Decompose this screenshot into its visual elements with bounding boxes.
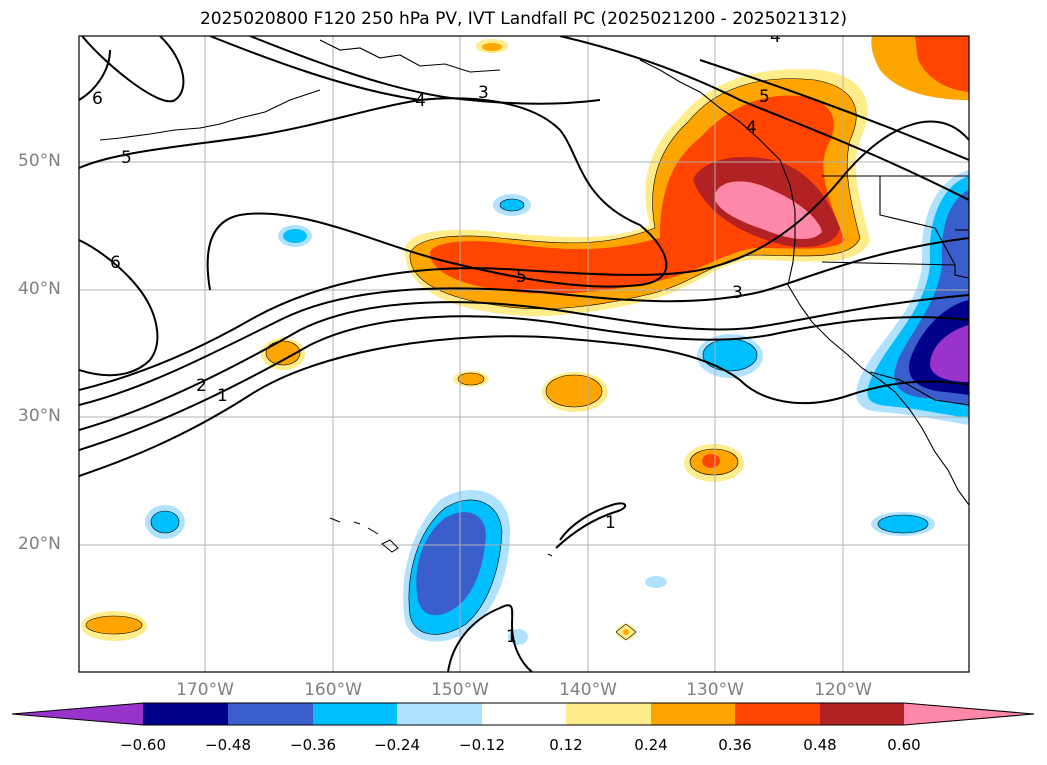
colorbar-tick: 0.12 [549, 736, 583, 754]
contour-label: 1 [506, 627, 517, 647]
colorbar-tick: 0.60 [887, 736, 921, 754]
contour-lines [79, 36, 969, 672]
lat-label-30n: 30°N [18, 406, 61, 426]
contour-label: 5 [759, 87, 770, 107]
contour-labels: 6 4 3 5 4 5 6 5 4 3 2 1 1 1 [92, 27, 781, 647]
contour-label: 5 [121, 148, 132, 168]
colorbar-segment [482, 703, 566, 725]
colorbar-segment [397, 703, 482, 725]
colorbar-segment [143, 703, 228, 725]
contour-label: 3 [478, 83, 489, 103]
contour-label: 1 [605, 513, 616, 533]
contour-label: 2 [196, 376, 207, 396]
map-frame [78, 35, 970, 673]
colorbar-segment [228, 703, 313, 725]
colorbar-tick: 0.36 [718, 736, 752, 754]
colorbar-tick: −0.60 [120, 736, 166, 754]
positive-anomaly-small-blobs [81, 39, 744, 641]
colorbar-tick: −0.48 [205, 736, 251, 754]
negative-anomaly-small-blobs [145, 194, 935, 645]
coastline [99, 39, 969, 506]
colorbar-segment [313, 703, 397, 725]
map-panel: 6 4 3 5 4 5 6 5 4 3 2 1 1 1 [78, 27, 970, 673]
colorbar-tick: 0.24 [634, 736, 668, 754]
contour-label: 6 [110, 253, 121, 273]
colorbar-segment [820, 703, 904, 725]
colorbar-segment [904, 703, 1034, 725]
positive-anomaly-top-right [871, 36, 969, 100]
contour-label: 4 [770, 27, 781, 47]
positive-anomaly-ne-pacific [404, 69, 870, 317]
contour-label: 1 [217, 386, 228, 406]
lon-label-140w: 140°W [559, 680, 617, 700]
colorbar-tick: −0.36 [290, 736, 336, 754]
contour-label: 5 [516, 267, 527, 287]
contour-label: 4 [746, 118, 757, 138]
lon-label-170w: 170°W [176, 680, 234, 700]
lon-label-130w: 130°W [686, 680, 744, 700]
colorbar-segment [12, 703, 143, 725]
contour-label: 6 [92, 89, 103, 109]
colorbar-outline [11, 702, 1035, 726]
colorbar-segment [651, 703, 735, 725]
lon-label-160w: 160°W [304, 680, 362, 700]
lat-label-40n: 40°N [18, 279, 61, 299]
colorbar-tick: 0.48 [803, 736, 837, 754]
colorbar-tick: −0.24 [374, 736, 420, 754]
hawaii-islands [329, 517, 553, 557]
colorbar-tick: −0.12 [459, 736, 505, 754]
lat-label-50n: 50°N [18, 151, 61, 171]
negative-anomaly-southwest-us [856, 170, 969, 425]
contour-label: 3 [732, 283, 743, 303]
lat-label-20n: 20°N [18, 534, 61, 554]
map-title: 2025020800 F120 250 hPa PV, IVT Landfall… [199, 9, 847, 29]
contour-label: 4 [415, 91, 426, 111]
anomaly-outlines [85, 78, 929, 641]
lon-label-150w: 150°W [431, 680, 489, 700]
lon-label-120w: 120°W [814, 680, 872, 700]
colorbar-segment [735, 703, 820, 725]
negative-anomaly-hawaii [403, 490, 510, 642]
colorbar-segment [566, 703, 651, 725]
colorbar [11, 702, 1035, 726]
